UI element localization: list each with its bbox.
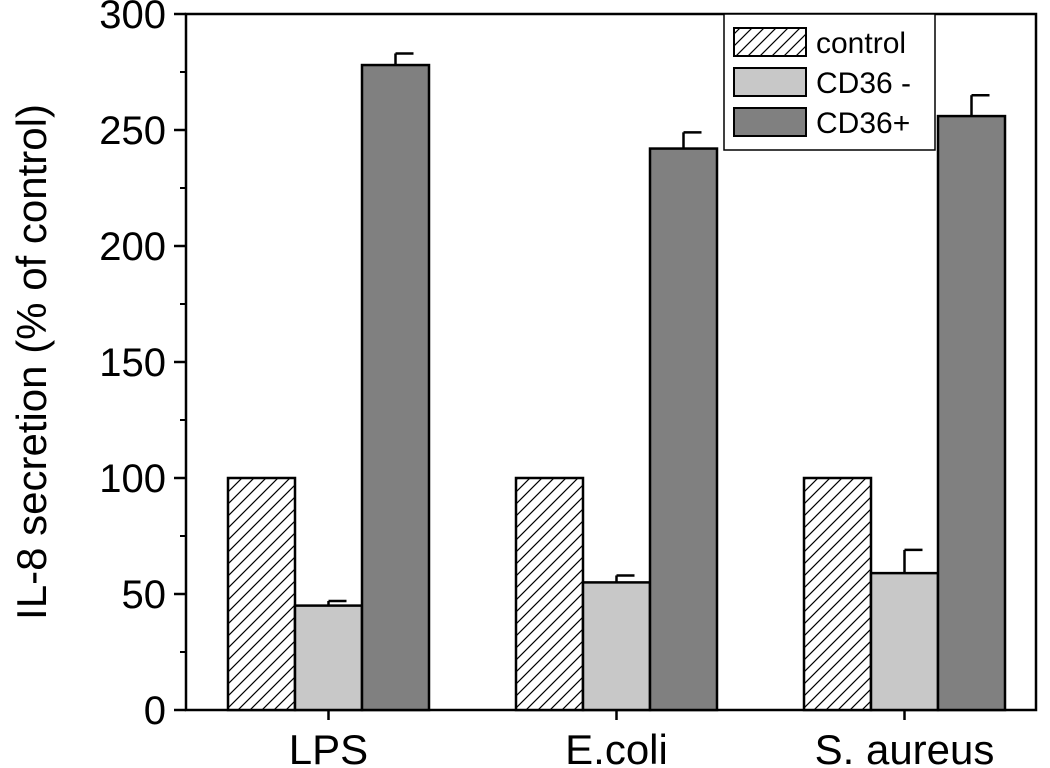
x-category-label: LPS bbox=[289, 726, 368, 768]
bar-cd36--e-coli bbox=[648, 147, 719, 712]
y-tick-label: 200 bbox=[99, 225, 166, 269]
y-tick-label: 150 bbox=[99, 341, 166, 385]
bar-cd36--s-aureus bbox=[869, 571, 940, 712]
bar-control-lps bbox=[226, 476, 297, 712]
legend-label: CD36+ bbox=[816, 107, 910, 140]
y-tick-label: 300 bbox=[99, 0, 166, 37]
legend-label: control bbox=[816, 27, 906, 60]
bar-cd36--lps bbox=[293, 604, 364, 712]
x-category-label: E.coli bbox=[565, 726, 668, 768]
x-category-label: S. aureus bbox=[815, 726, 995, 768]
legend-swatch bbox=[733, 107, 807, 137]
legend-swatch bbox=[733, 67, 807, 97]
y-tick-label: 100 bbox=[99, 457, 166, 501]
bar-control-s-aureus bbox=[802, 476, 873, 712]
y-tick-label: 50 bbox=[122, 573, 167, 617]
y-tick-label: 0 bbox=[144, 689, 166, 733]
legend-label: CD36 - bbox=[816, 67, 911, 100]
bar-cd36--lps bbox=[360, 63, 431, 712]
y-axis-label: IL-8 secretion (% of control) bbox=[8, 104, 55, 620]
bar-control-e-coli bbox=[514, 476, 585, 712]
y-tick-label: 250 bbox=[99, 109, 166, 153]
bar-cd36--s-aureus bbox=[936, 114, 1007, 712]
bar-cd36--e-coli bbox=[581, 581, 652, 712]
legend-swatch bbox=[733, 27, 807, 57]
